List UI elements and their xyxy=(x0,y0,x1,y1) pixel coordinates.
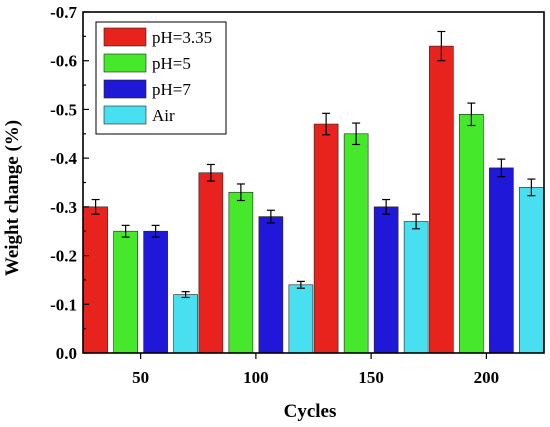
error-bar-Air-150 xyxy=(412,213,421,230)
error-bar-Air-100 xyxy=(296,280,305,289)
error-bar-pH=5-50 xyxy=(121,224,130,238)
bar-pH=3.35-100 xyxy=(198,172,224,354)
error-bars-group xyxy=(91,30,536,299)
x-tick-label: 100 xyxy=(243,368,269,387)
bar-pH=5-150 xyxy=(343,133,369,354)
y-tick-label: -0.5 xyxy=(50,100,77,119)
error-bar-pH=5-100 xyxy=(236,183,245,202)
legend-label-pH=3.35: pH=3.35 xyxy=(152,28,212,47)
bar-pH=3.35-50 xyxy=(83,206,108,354)
axes-group: 0.0 -0.1 -0.2 -0.3 -0.4 -0.5 -0.6 -0.7 50 100 150 2… xyxy=(50,3,545,387)
error-bar-pH=7-150 xyxy=(382,198,391,215)
bar-pH=3.35-200 xyxy=(429,45,454,354)
legend: pH=3.35 pH=5 pH=7 Air xyxy=(95,21,227,135)
error-bar-Air-200 xyxy=(527,178,536,197)
legend-swatch-pH=7 xyxy=(103,79,147,99)
legend-label-pH=5: pH=5 xyxy=(152,54,191,73)
error-bar-pH=3.35-150 xyxy=(322,112,331,136)
y-tick-label: -0.2 xyxy=(50,247,77,266)
error-bar-pH=3.35-200 xyxy=(437,30,446,62)
x-axis-title: Cycles xyxy=(284,401,337,422)
bar-Air-150 xyxy=(403,221,429,354)
error-bar-Air-50 xyxy=(181,291,190,299)
error-bar-pH=3.35-100 xyxy=(206,163,215,182)
y-tick-label: -0.6 xyxy=(50,52,77,71)
bar-pH=7-150 xyxy=(373,206,399,354)
error-bar-pH=3.35-50 xyxy=(91,198,100,215)
bar-Air-50 xyxy=(173,294,198,354)
bar-pH=5-50 xyxy=(113,230,138,354)
y-tick-label: 0.0 xyxy=(56,344,77,363)
y-tick-label: -0.1 xyxy=(50,295,77,314)
x-tick-label: 200 xyxy=(474,368,500,387)
error-bar-pH=7-200 xyxy=(497,158,506,178)
y-tick-label: -0.7 xyxy=(50,3,77,22)
y-axis-title: Weight change (%) xyxy=(2,120,23,276)
error-bar-pH=7-100 xyxy=(266,209,275,224)
legend-label-pH=7: pH=7 xyxy=(152,80,191,99)
bar-Air-100 xyxy=(288,284,314,354)
error-bar-pH=7-50 xyxy=(151,224,160,238)
error-bar-pH=5-150 xyxy=(352,122,361,146)
y-tick-label: -0.4 xyxy=(50,149,77,168)
bar-pH=7-200 xyxy=(489,167,514,354)
bar-pH=5-100 xyxy=(228,191,254,354)
bar-pH=7-100 xyxy=(258,216,284,354)
x-tick-label: 150 xyxy=(358,368,384,387)
bar-pH=5-200 xyxy=(459,114,484,354)
error-bar-pH=5-200 xyxy=(467,102,476,127)
y-tick-label: -0.3 xyxy=(50,198,77,217)
legend-label-Air: Air xyxy=(152,106,175,125)
bar-pH=3.35-150 xyxy=(313,123,339,354)
bar-pH=7-50 xyxy=(143,230,168,354)
legend-swatch-Air xyxy=(103,105,147,125)
legend-swatch-pH=5 xyxy=(103,53,147,73)
x-tick-label: 50 xyxy=(132,368,149,387)
bars-group xyxy=(83,45,544,354)
bar-Air-200 xyxy=(519,187,544,354)
legend-swatch-pH=3.35 xyxy=(103,27,147,47)
